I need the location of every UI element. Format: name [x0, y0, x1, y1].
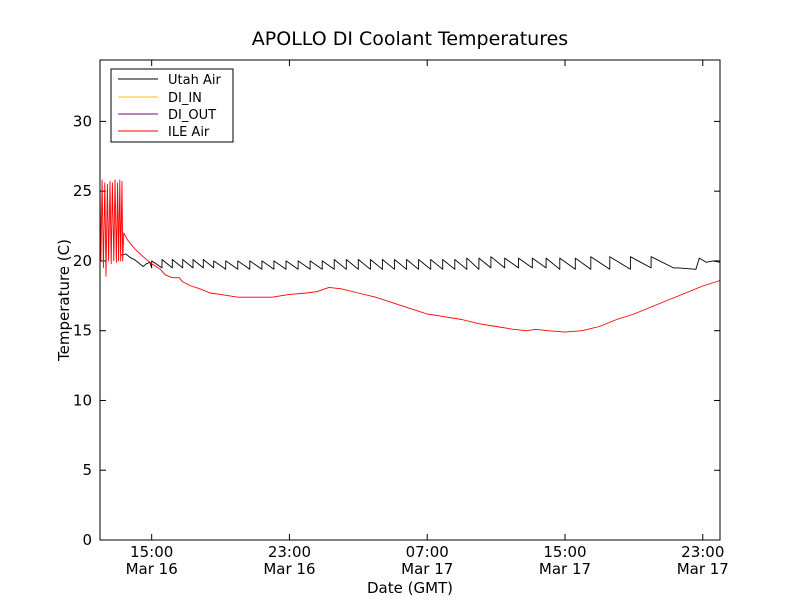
legend-entry-di-in: DI_IN — [118, 91, 202, 106]
x-tick-label-date: Mar 16 — [126, 560, 178, 578]
legend-label-di-in: DI_IN — [168, 91, 202, 106]
legend-label-di-out: DI_OUT — [168, 108, 216, 123]
y-tick-label: 10 — [73, 391, 92, 409]
series-line-ile-air — [99, 179, 721, 333]
x-tick-label-time: 15:00 — [130, 543, 173, 561]
plot-frame — [99, 59, 721, 541]
x-tick-label-time: 23:00 — [681, 543, 724, 561]
legend: Utah Air DI_IN DI_OUT ILE Air — [110, 68, 234, 143]
x-tick-label-time: 15:00 — [543, 543, 586, 561]
y-tick-label: 25 — [73, 182, 92, 200]
x-tick-label-date: Mar 17 — [539, 560, 591, 578]
series-line-utah-air — [120, 253, 721, 270]
x-tick-label-time: 07:00 — [406, 543, 449, 561]
legend-label-utah-air: Utah Air — [168, 73, 221, 88]
legend-box — [110, 68, 234, 143]
legend-entry-di-out: DI_OUT — [118, 108, 216, 123]
x-tick-label-date: Mar 17 — [677, 560, 729, 578]
y-axis-ticks: 0 5 10 15 20 25 30 — [73, 112, 720, 549]
y-tick-label: 15 — [73, 322, 92, 340]
x-axis-label: Date (GMT) — [367, 579, 453, 597]
legend-entry-utah-air: Utah Air — [118, 73, 221, 88]
legend-entry-ile-air: ILE Air — [118, 125, 210, 140]
legend-label-ile-air: ILE Air — [168, 125, 210, 140]
y-tick-label: 20 — [73, 252, 92, 270]
series-layer — [99, 179, 721, 333]
y-tick-label: 0 — [82, 531, 92, 549]
y-axis-label: Temperature (C) — [55, 239, 73, 362]
y-tick-label: 30 — [73, 112, 92, 130]
chart-title: APOLLO DI Coolant Temperatures — [252, 28, 568, 50]
x-tick-label-date: Mar 16 — [263, 560, 315, 578]
x-tick-label-date: Mar 17 — [401, 560, 453, 578]
x-tick-label-time: 23:00 — [268, 543, 311, 561]
y-tick-label: 5 — [82, 461, 92, 479]
